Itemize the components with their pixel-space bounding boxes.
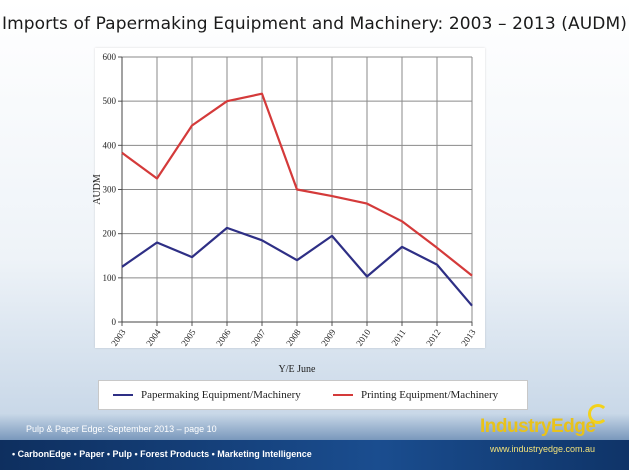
- y-tick-label-0: 0: [112, 317, 117, 327]
- legend-swatch-printing: [333, 394, 353, 396]
- legend-label-printing: Printing Equipment/Machinery: [361, 389, 499, 401]
- chart-legend: Papermaking Equipment/Machinery Printing…: [98, 380, 528, 410]
- logo-text: IndustryEdge: [480, 416, 596, 437]
- footer-tagline: • CarbonEdge • Paper • Pulp • Forest Pro…: [12, 449, 312, 459]
- legend-swatch-papermaking: [113, 394, 133, 396]
- y-tick-label-100: 100: [103, 273, 117, 283]
- x-tick-label-2007: 2007: [249, 327, 268, 348]
- x-tick-label-2012: 2012: [424, 327, 443, 347]
- logo-url: www.industryedge.com.au: [490, 444, 596, 454]
- legend-item-printing: Printing Equipment/Machinery: [333, 389, 498, 401]
- legend-label-papermaking: Papermaking Equipment/Machinery: [141, 389, 301, 401]
- footer-bar: [0, 440, 629, 470]
- y-tick-label-600: 600: [103, 52, 117, 62]
- x-axis-label: Y/E June: [279, 364, 317, 375]
- x-tick-label-2008: 2008: [284, 327, 303, 348]
- plot-area-background: [95, 48, 485, 348]
- y-tick-label-500: 500: [103, 96, 117, 106]
- y-axis-label: AUDM: [92, 174, 103, 205]
- y-tick-label-400: 400: [103, 140, 117, 150]
- legend-item-papermaking: Papermaking Equipment/Machinery: [113, 389, 301, 401]
- x-tick-label-2006: 2006: [214, 327, 233, 348]
- chart-title: Imports of Papermaking Equipment and Mac…: [2, 14, 627, 34]
- x-tick-label-2011: 2011: [389, 327, 407, 347]
- x-tick-label-2005: 2005: [179, 327, 198, 348]
- x-tick-label-2013: 2013: [459, 327, 478, 348]
- x-tick-label-2004: 2004: [144, 327, 163, 348]
- footer-note: Pulp & Paper Edge: September 2013 – page…: [26, 424, 217, 434]
- y-tick-label-300: 300: [103, 185, 117, 195]
- x-tick-label-2010: 2010: [354, 327, 373, 348]
- x-tick-label-2003: 2003: [109, 327, 128, 348]
- x-tick-label-2009: 2009: [319, 327, 338, 348]
- logo-ring-icon: [588, 404, 608, 424]
- y-tick-label-200: 200: [103, 229, 117, 239]
- industryedge-logo: IndustryEdge www.industryedge.com.au: [470, 404, 620, 459]
